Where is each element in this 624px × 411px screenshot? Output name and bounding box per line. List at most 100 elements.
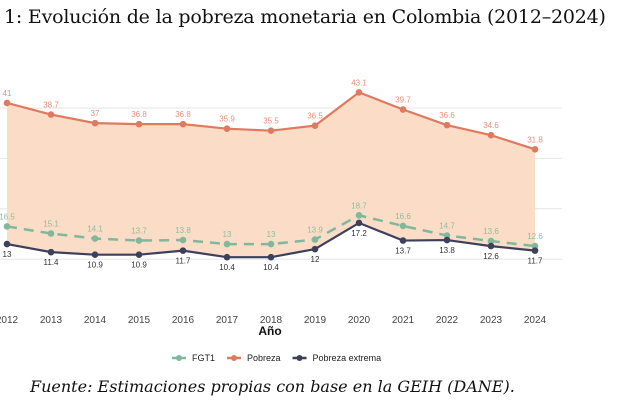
- x-tick-label: 2024: [524, 315, 547, 326]
- data-label-pobreza: 36.8: [175, 110, 191, 119]
- legend-key-point: [176, 355, 182, 361]
- x-tick-label: 2019: [304, 315, 327, 326]
- data-point-pobreza: [267, 127, 275, 134]
- data-label-pobreza-extrema: 11.7: [176, 257, 192, 266]
- data-point-pobreza-extrema: [3, 240, 11, 248]
- data-label-fgt1: 15.1: [43, 219, 59, 228]
- data-label-fgt1: 14.1: [87, 225, 103, 234]
- data-point-pobreza-extrema: [47, 248, 55, 256]
- data-label-fgt1: 13.7: [131, 227, 147, 236]
- x-tick-label: 2023: [480, 315, 503, 326]
- x-tick-label: 2018: [260, 315, 283, 326]
- data-point-pobreza: [179, 120, 187, 128]
- data-point-pobreza: [443, 121, 451, 129]
- data-label-pobreza-extrema: 12: [311, 255, 320, 264]
- data-label-fgt1: 14.7: [439, 222, 455, 231]
- data-label-pobreza-extrema: 10.9: [87, 261, 103, 270]
- x-tick-label: 2013: [40, 315, 63, 326]
- data-point-pobreza: [355, 89, 363, 96]
- data-label-pobreza-extrema: 11.7: [528, 257, 544, 266]
- data-label-pobreza: 36.5: [307, 112, 323, 121]
- data-label-fgt1: 13.6: [483, 227, 499, 236]
- data-point-pobreza-extrema: [443, 236, 451, 244]
- x-tick-label: 2022: [436, 315, 459, 326]
- data-label-pobreza: 41: [3, 89, 12, 98]
- legend-label: Pobreza extrema: [313, 353, 382, 363]
- data-point-pobreza-extrema: [355, 219, 363, 227]
- data-label-pobreza: 36.8: [131, 110, 147, 119]
- data-label-pobreza-extrema: 10.4: [219, 263, 235, 272]
- data-label-pobreza: 43.1: [351, 78, 367, 87]
- data-label-fgt1: 13.9: [307, 226, 323, 235]
- data-point-pobreza-extrema: [179, 247, 187, 254]
- data-label-fgt1: 16.5: [0, 212, 15, 221]
- data-point-pobreza: [223, 125, 231, 132]
- data-point-pobreza-extrema: [399, 237, 407, 244]
- data-point-pobreza: [135, 120, 143, 128]
- data-label-pobreza: 39.7: [395, 96, 411, 105]
- data-label-fgt1: 12.6: [527, 232, 543, 241]
- data-label-pobreza: 35.9: [219, 115, 235, 124]
- x-tick-label: 2017: [216, 315, 239, 326]
- legend-item-fgt1: FGT1: [172, 353, 215, 363]
- data-point-fgt1: [3, 223, 11, 230]
- x-tick-label: 2021: [392, 315, 415, 326]
- legend-item-pobreza-extrema: Pobreza extrema: [292, 353, 382, 363]
- x-tick-label: 2012: [0, 315, 19, 326]
- data-label-fgt1: 16.6: [395, 212, 411, 221]
- data-point-pobreza-extrema: [91, 251, 99, 258]
- data-label-pobreza: 31.8: [527, 135, 543, 144]
- data-point-pobreza-extrema: [487, 242, 495, 250]
- data-point-fgt1: [531, 242, 539, 250]
- data-point-pobreza-extrema: [223, 253, 231, 261]
- data-point-fgt1: [223, 240, 231, 248]
- data-point-fgt1: [179, 236, 187, 244]
- data-label-fgt1: 13: [223, 230, 232, 239]
- data-point-pobreza-extrema: [311, 245, 319, 253]
- data-point-fgt1: [487, 237, 495, 245]
- data-label-pobreza: 36.6: [439, 111, 455, 120]
- legend-key-point: [296, 355, 303, 361]
- legend-label: FGT1: [192, 353, 215, 363]
- x-axis-title: Año: [258, 324, 281, 338]
- data-label-pobreza-extrema: 12.6: [483, 252, 499, 261]
- legend-key-point: [231, 355, 238, 361]
- data-label-pobreza: 37: [91, 109, 100, 118]
- data-point-pobreza-extrema: [267, 253, 275, 261]
- data-label-pobreza-extrema: 17.2: [351, 229, 367, 238]
- legend-item-pobreza: Pobreza: [227, 353, 281, 363]
- data-label-pobreza-extrema: 13.8: [439, 246, 455, 255]
- shaded-area: [7, 92, 535, 258]
- data-point-fgt1: [47, 230, 55, 237]
- data-point-fgt1: [311, 236, 319, 243]
- x-tick-label: 2015: [128, 315, 151, 326]
- x-tick-label: 2014: [84, 315, 107, 326]
- data-point-fgt1: [91, 235, 99, 242]
- data-point-fgt1: [355, 212, 363, 219]
- x-tick-label: 2020: [348, 315, 371, 326]
- data-point-fgt1: [135, 237, 143, 244]
- data-label-fgt1: 13.8: [175, 226, 191, 235]
- data-label-pobreza-extrema: 13.7: [395, 247, 411, 256]
- data-point-fgt1: [443, 232, 451, 239]
- data-point-fgt1: [399, 222, 407, 230]
- data-label-pobreza-extrema: 10.4: [263, 263, 279, 272]
- chart-title: 1: Evolución de la pobreza monetaria en …: [4, 6, 606, 28]
- data-label-pobreza: 35.5: [263, 117, 279, 126]
- data-label-pobreza: 34.6: [483, 121, 499, 130]
- data-label-pobreza-extrema: 13: [3, 250, 12, 259]
- data-label-fgt1: 18.7: [351, 201, 367, 210]
- data-point-pobreza: [47, 111, 55, 118]
- data-point-pobreza: [399, 106, 407, 113]
- data-label-pobreza: 38.7: [43, 101, 59, 110]
- data-point-pobreza: [531, 146, 539, 153]
- data-point-pobreza: [311, 122, 319, 129]
- data-point-pobreza-extrema: [135, 251, 143, 258]
- data-point-pobreza-extrema: [531, 247, 539, 254]
- data-point-pobreza: [3, 99, 11, 107]
- data-label-fgt1: 13: [267, 230, 276, 239]
- source-caption: Fuente: Estimaciones propias con base en…: [30, 377, 515, 396]
- x-tick-label: 2016: [172, 315, 195, 326]
- legend-label: Pobreza: [247, 353, 281, 363]
- data-point-fgt1: [267, 240, 275, 248]
